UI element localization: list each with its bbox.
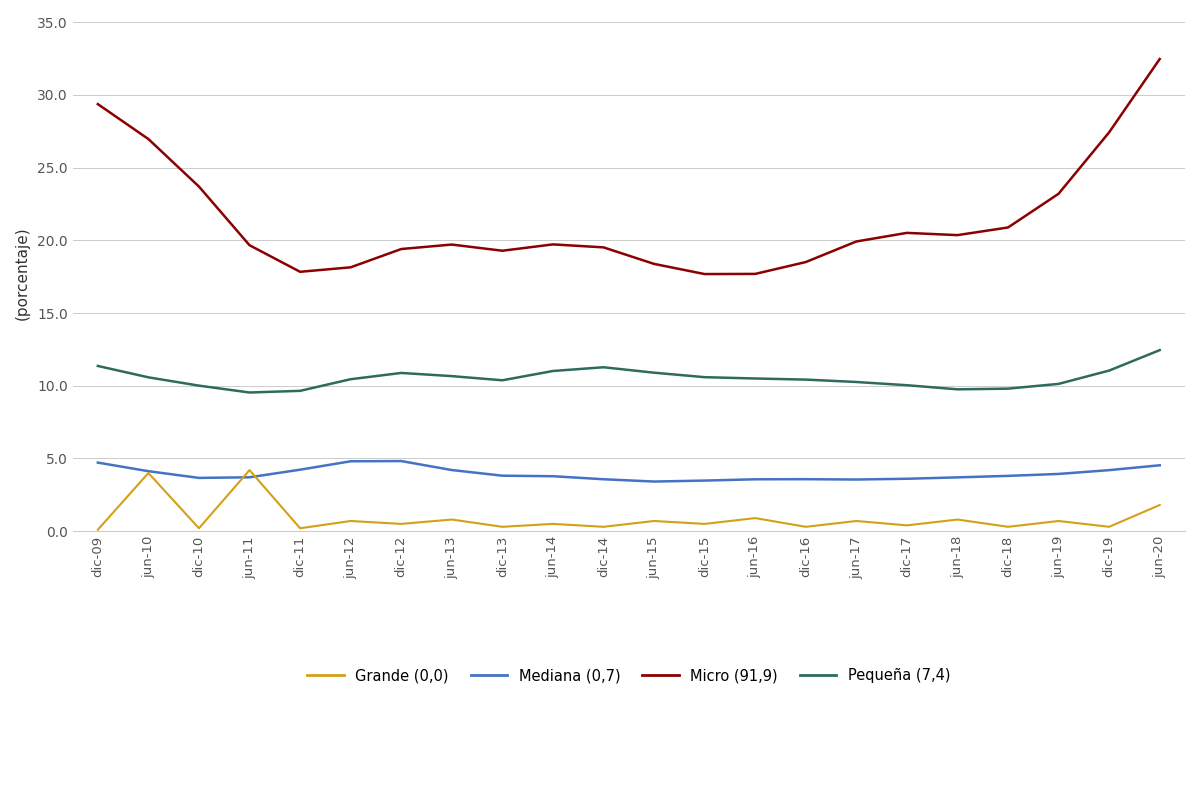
Legend: Grande (0,0), Mediana (0,7), Micro (91,9), Pequeña (7,4): Grande (0,0), Mediana (0,7), Micro (91,9…	[301, 662, 956, 689]
Y-axis label: (porcentaje): (porcentaje)	[14, 226, 30, 320]
